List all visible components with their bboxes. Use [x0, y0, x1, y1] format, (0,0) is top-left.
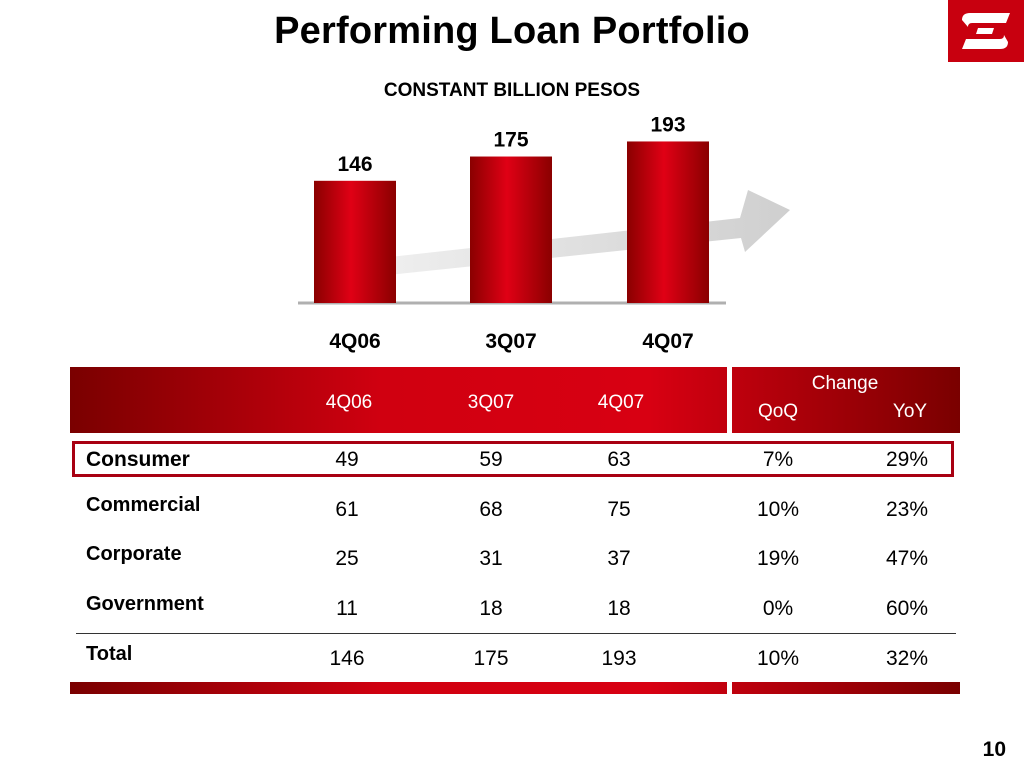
bar-4q06 — [314, 180, 396, 303]
header-change: Change — [811, 373, 879, 394]
cell-government-3q07: 18 — [479, 597, 503, 620]
trend-arrow — [345, 190, 790, 278]
cell-consumer-4q07: 63 — [607, 448, 631, 471]
cell-total-4q07: 193 — [601, 647, 637, 670]
header-col-4q06: 4Q06 — [325, 392, 373, 413]
loan-bar-chart: 146 175 193 4Q06 3Q07 4Q07 — [298, 113, 790, 353]
chart-subtitle: CONSTANT BILLION PESOS — [383, 80, 641, 101]
cell-total-qoq: 10% — [756, 647, 800, 670]
page-title: Performing Loan Portfolio — [274, 10, 750, 52]
cell-consumer-qoq: 7% — [762, 448, 794, 471]
row-label-consumer: Consumer — [86, 448, 190, 471]
cell-consumer-3q07: 59 — [479, 448, 503, 471]
category-label-4q06: 4Q06 — [329, 330, 380, 353]
cell-total-4q06: 146 — [329, 647, 365, 670]
header-qoq: QoQ — [757, 401, 799, 422]
cell-commercial-yoy: 23% — [885, 498, 929, 521]
value-label-4q06: 146 — [337, 153, 372, 176]
cell-corporate-4q07: 37 — [607, 547, 631, 570]
cell-government-qoq: 0% — [762, 597, 794, 620]
cell-government-4q06: 11 — [336, 597, 358, 620]
row-label-total: Total — [86, 643, 133, 665]
bar-4q07 — [627, 141, 709, 303]
cell-total-yoy: 32% — [885, 647, 929, 670]
cell-total-3q07: 175 — [473, 647, 509, 670]
total-divider — [76, 633, 956, 634]
cell-commercial-qoq: 10% — [756, 498, 800, 521]
row-label-corporate: Corporate — [86, 543, 182, 565]
cell-commercial-4q06: 61 — [335, 498, 359, 521]
bank-logo-icon — [948, 0, 1024, 62]
cell-government-yoy: 60% — [885, 597, 929, 620]
table-footer-bar — [70, 682, 960, 694]
cell-consumer-4q06: 49 — [335, 448, 359, 471]
category-label-3q07: 3Q07 — [485, 330, 536, 353]
table-header: 4Q06 3Q07 4Q07 Change QoQ YoY — [70, 367, 960, 433]
consumer-row-highlight — [72, 441, 954, 477]
cell-corporate-yoy: 47% — [885, 547, 929, 570]
page-number: 10 — [982, 738, 1006, 761]
value-label-3q07: 175 — [493, 129, 528, 152]
cell-corporate-3q07: 31 — [479, 547, 503, 570]
header-col-4q07: 4Q07 — [597, 392, 645, 413]
value-label-4q07: 193 — [650, 113, 685, 136]
cell-corporate-qoq: 19% — [756, 547, 800, 570]
row-label-commercial: Commercial — [86, 494, 201, 516]
cell-commercial-4q07: 75 — [607, 498, 631, 521]
header-col-3q07: 3Q07 — [467, 392, 515, 413]
cell-government-4q07: 18 — [607, 597, 631, 620]
row-label-government: Government — [86, 593, 204, 615]
cell-consumer-yoy: 29% — [885, 448, 929, 471]
category-label-4q07: 4Q07 — [642, 330, 693, 353]
cell-corporate-4q06: 25 — [335, 547, 359, 570]
header-yoy: YoY — [892, 401, 928, 422]
cell-commercial-3q07: 68 — [479, 498, 503, 521]
bar-3q07 — [470, 156, 552, 303]
